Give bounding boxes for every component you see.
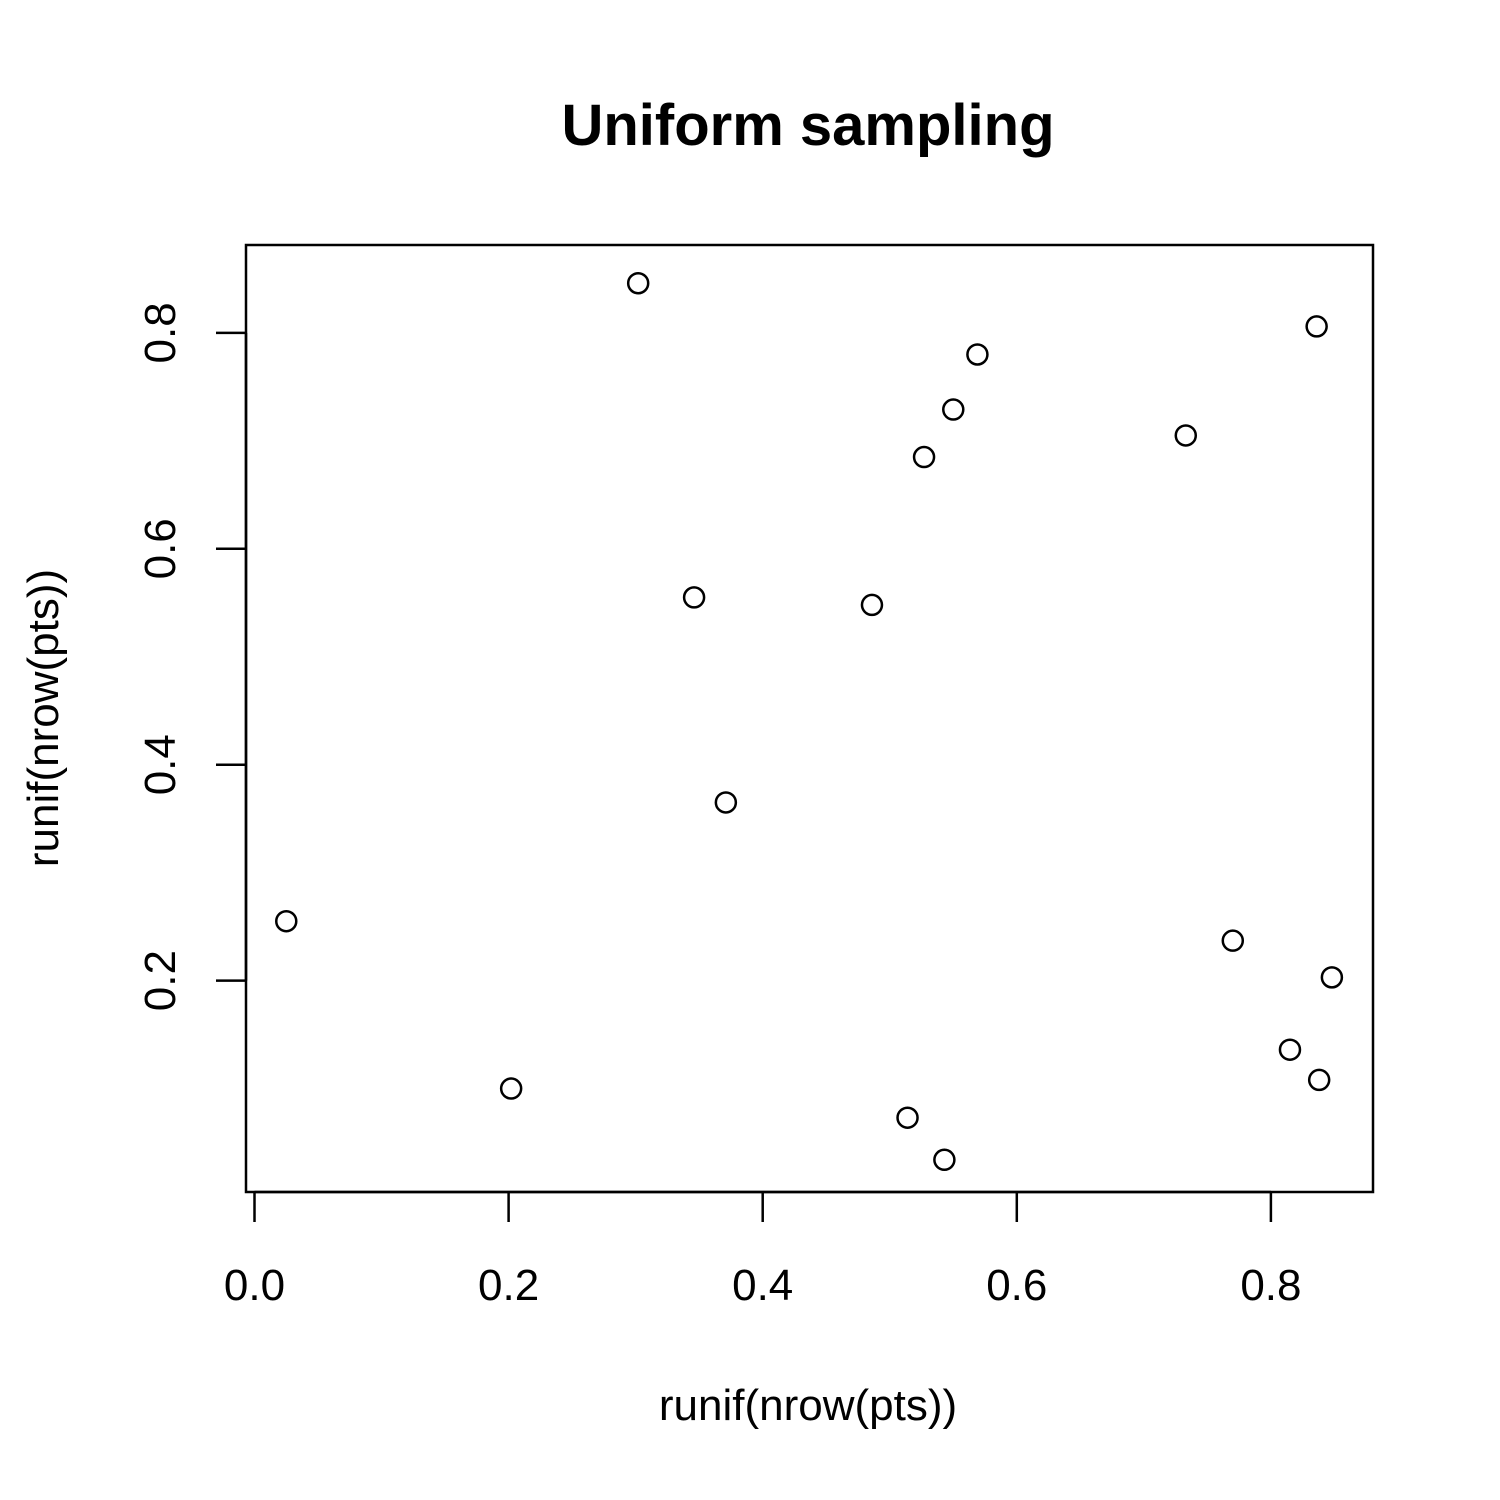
- data-point: [933, 1148, 956, 1172]
- data-point: [912, 445, 936, 469]
- y-tick-label: 0.2: [136, 950, 185, 1011]
- x-tick-label: 0.0: [224, 1261, 285, 1310]
- data-point: [626, 271, 650, 295]
- data-point: [896, 1106, 919, 1129]
- y-axis: 0.2 0.4 0.6 0.8: [136, 302, 248, 1011]
- x-tick-label: 0.6: [986, 1261, 1047, 1310]
- plot-frame: [244, 243, 1375, 1194]
- x-tick-label: 0.2: [478, 1261, 539, 1310]
- data-point: [1307, 1068, 1331, 1092]
- x-axis: 0.0 0.2 0.4 0.6 0.8: [224, 1190, 1301, 1310]
- data-point: [1320, 966, 1344, 989]
- y-axis-label: runif(nrow(pts)): [19, 569, 68, 867]
- data-point: [275, 909, 298, 933]
- y-tick-label: 0.4: [136, 734, 185, 795]
- data-point: [714, 791, 738, 814]
- data-point: [499, 1077, 523, 1100]
- data-point: [1278, 1038, 1302, 1061]
- data-point: [942, 398, 965, 421]
- data-point: [682, 586, 706, 609]
- data-point: [1305, 315, 1328, 338]
- x-tick-label: 0.4: [732, 1261, 793, 1310]
- x-axis-label: runif(nrow(pts)): [659, 1381, 957, 1430]
- data-point: [1221, 929, 1245, 952]
- y-tick-label: 0.6: [136, 518, 185, 579]
- data-points: [275, 271, 1344, 1172]
- y-tick-label: 0.8: [136, 302, 185, 363]
- data-point: [966, 343, 989, 366]
- x-tick-label: 0.8: [1240, 1261, 1301, 1310]
- chart-title: Uniform sampling: [561, 93, 1054, 158]
- data-point: [860, 593, 884, 617]
- data-point: [1174, 424, 1198, 447]
